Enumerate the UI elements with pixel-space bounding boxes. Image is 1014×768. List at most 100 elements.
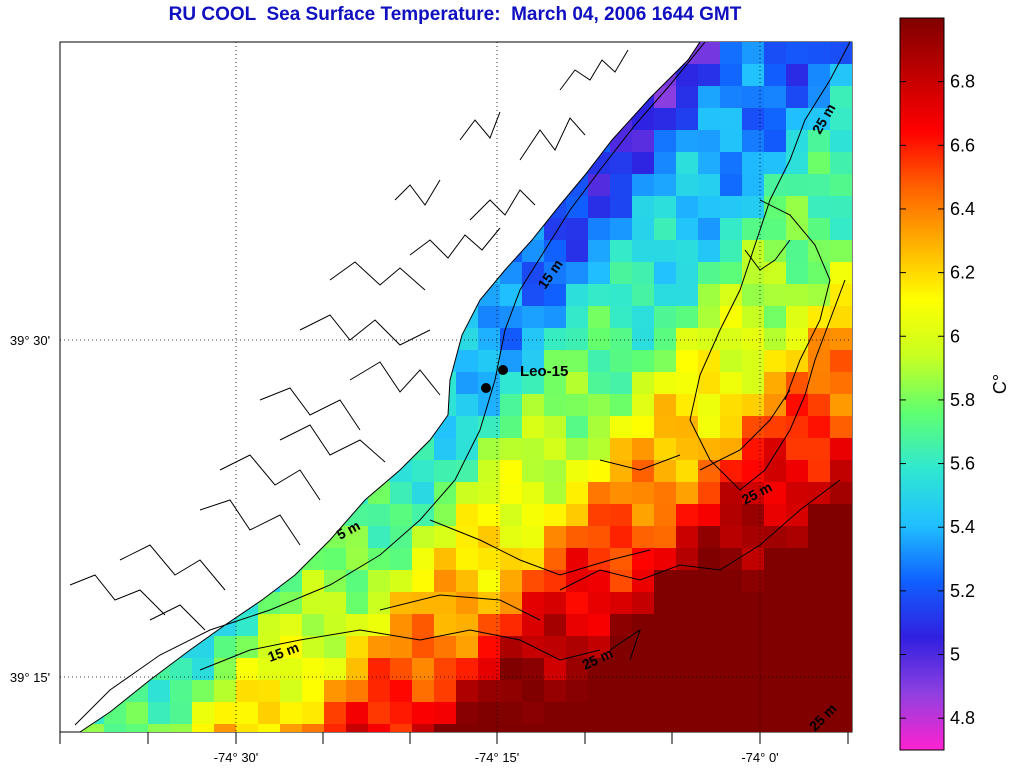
sst-pixel: [566, 306, 589, 329]
sst-pixel: [786, 658, 809, 681]
sst-pixel: [566, 240, 589, 263]
sst-pixel: [698, 614, 721, 637]
sst-pixel: [588, 548, 611, 571]
sst-pixel: [654, 658, 677, 681]
sst-pixel: [830, 702, 852, 725]
sst-pixel: [610, 680, 633, 703]
sst-pixel: [808, 614, 831, 637]
sst-pixel: [742, 284, 765, 307]
colorbar: [899, 17, 945, 751]
sst-pixel: [390, 482, 413, 505]
x-tick-label: -74° 15': [475, 750, 520, 765]
sst-pixel: [368, 526, 391, 549]
sst-pixel: [434, 570, 457, 593]
sst-pixel: [522, 614, 545, 637]
sst-pixel: [654, 548, 677, 571]
sst-pixel: [610, 526, 633, 549]
colorbar-tick-label: 5.4: [950, 517, 975, 537]
sst-pixel: [192, 658, 215, 681]
sst-pixel: [632, 218, 655, 241]
sst-pixel: [456, 416, 479, 439]
sst-pixel: [456, 680, 479, 703]
sst-pixel: [808, 548, 831, 571]
sst-pixel: [544, 482, 567, 505]
sst-pixel: [522, 328, 545, 351]
sst-pixel: [456, 394, 479, 417]
sst-pixel: [698, 372, 721, 395]
sst-pixel: [632, 284, 655, 307]
sst-pixel: [280, 702, 303, 725]
sst-pixel: [764, 504, 787, 527]
sst-pixel: [522, 702, 545, 725]
sst-pixel: [764, 284, 787, 307]
sst-pixel: [566, 614, 589, 637]
sst-pixel: [214, 702, 237, 725]
sst-pixel: [588, 416, 611, 439]
sst-pixel: [500, 306, 523, 329]
sst-pixel: [830, 592, 852, 615]
sst-pixel: [632, 526, 655, 549]
sst-pixel: [764, 416, 787, 439]
sst-pixel: [478, 394, 501, 417]
sst-pixel: [808, 328, 831, 351]
sst-pixel: [390, 636, 413, 659]
sst-pixel: [786, 284, 809, 307]
sst-pixel: [720, 394, 743, 417]
sst-pixel: [500, 438, 523, 461]
sst-pixel: [632, 350, 655, 373]
sst-pixel: [610, 394, 633, 417]
sst-pixel: [632, 680, 655, 703]
sst-pixel: [654, 570, 677, 593]
sst-pixel: [676, 130, 699, 153]
sst-pixel: [258, 702, 281, 725]
sst-pixel: [192, 680, 215, 703]
sst-pixel: [500, 504, 523, 527]
sst-pixel: [764, 174, 787, 197]
sst-pixel: [632, 262, 655, 285]
sst-pixel: [632, 548, 655, 571]
sst-pixel: [368, 680, 391, 703]
sst-pixel: [434, 482, 457, 505]
sst-pixel: [830, 548, 852, 571]
sst-pixel: [632, 240, 655, 263]
sst-pixel: [830, 438, 852, 461]
sst-pixel: [346, 680, 369, 703]
sst-pixel: [500, 482, 523, 505]
sst-pixel: [676, 482, 699, 505]
sst-pixel: [808, 64, 831, 87]
sst-pixel: [786, 570, 809, 593]
sst-pixel: [324, 724, 347, 732]
sst-pixel: [390, 614, 413, 637]
sst-pixel: [830, 86, 852, 109]
sst-pixel: [764, 86, 787, 109]
sst-pixel: [588, 372, 611, 395]
sst-pixel: [544, 284, 567, 307]
sst-pixel: [808, 372, 831, 395]
sst-pixel: [698, 460, 721, 483]
coast-detail: [69, 49, 629, 631]
sst-pixel: [610, 504, 633, 527]
sst-pixel: [500, 460, 523, 483]
sst-pixel: [500, 526, 523, 549]
sst-pixel: [170, 658, 193, 681]
sst-pixel: [786, 438, 809, 461]
sst-pixel: [654, 262, 677, 285]
sst-pixel: [566, 394, 589, 417]
x-tick-label: -74° 30': [214, 750, 259, 765]
station-label: Leo-15: [520, 363, 568, 380]
sst-pixel: [280, 614, 303, 637]
sst-pixel: [148, 702, 171, 725]
sst-pixel: [610, 218, 633, 241]
sst-pixel: [566, 218, 589, 241]
sst-pixel: [742, 482, 765, 505]
sst-pixel: [808, 592, 831, 615]
sst-pixel: [632, 724, 655, 732]
sst-pixel: [500, 614, 523, 637]
colorbar-unit-label: C°: [990, 374, 1010, 394]
sst-pixel: [654, 284, 677, 307]
sst-pixel: [786, 372, 809, 395]
sst-pixel: [676, 174, 699, 197]
sst-pixel: [830, 218, 852, 241]
sst-pixel: [676, 350, 699, 373]
sst-pixel: [676, 86, 699, 109]
